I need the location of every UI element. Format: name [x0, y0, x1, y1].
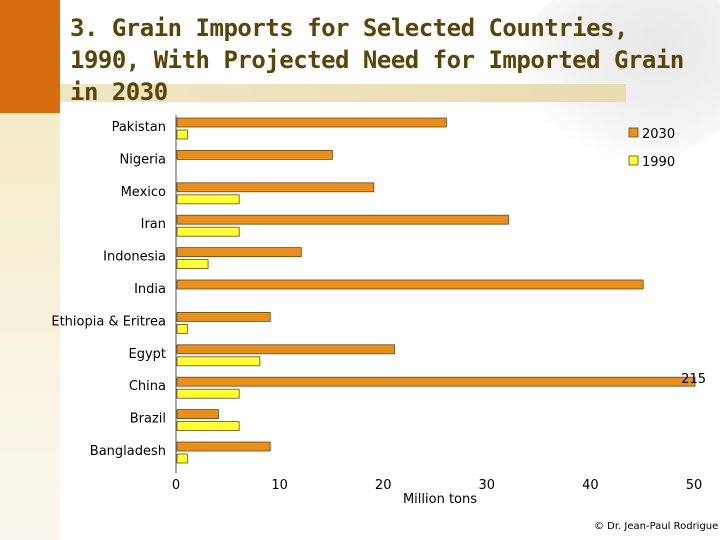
data-label: 215 — [681, 372, 706, 387]
credit-text: © Dr. Jean-Paul Rodrigue — [594, 521, 719, 532]
category-label: China — [129, 379, 166, 394]
category-label: Egypt — [128, 347, 166, 362]
x-tick-label: 40 — [582, 478, 599, 493]
slide-title: 3. Grain Imports for Selected Countries,… — [70, 14, 684, 106]
bar-1990-mexico — [176, 194, 240, 205]
bar-2030-egypt — [176, 344, 395, 355]
bar-2030-iran — [176, 214, 509, 225]
title-underline-band — [60, 84, 626, 102]
legend-swatch-1990 — [628, 155, 639, 166]
bar-1990-egypt — [176, 356, 261, 367]
x-tick-label: 0 — [172, 478, 180, 493]
category-label: Brazil — [130, 412, 166, 427]
bar-2030-ethiopia-eritrea — [176, 311, 271, 322]
bar-1990-pakistan — [176, 129, 188, 140]
bar-2030-brazil — [176, 409, 219, 420]
bar-1990-brazil — [176, 421, 240, 432]
accent-bar — [0, 0, 60, 113]
bar-1990-iran — [176, 226, 240, 237]
category-label: Mexico — [121, 185, 166, 200]
bar-1990-bangladesh — [176, 453, 188, 464]
bar-2030-china — [176, 376, 696, 387]
bar-2030-nigeria — [176, 149, 333, 160]
category-label: India — [134, 282, 166, 297]
x-tick-label: 50 — [686, 478, 703, 493]
legend-label-2030: 2030 — [642, 127, 675, 142]
bar-1990-ethiopia-eritrea — [176, 323, 188, 334]
category-label: Nigeria — [119, 152, 166, 167]
category-label: Iran — [141, 217, 166, 232]
bar-2030-indonesia — [176, 247, 302, 258]
x-tick-label: 10 — [271, 478, 288, 493]
bar-2030-mexico — [176, 182, 375, 193]
side-strip — [0, 113, 60, 540]
bar-2030-india — [176, 279, 644, 290]
category-label: Pakistan — [112, 120, 166, 135]
x-tick-label: 20 — [375, 478, 392, 493]
bar-1990-china — [176, 388, 240, 399]
category-label: Indonesia — [103, 250, 166, 265]
category-label: Ethiopia & Eritrea — [51, 314, 166, 329]
x-axis-title: Million tons — [403, 492, 477, 507]
bar-2030-bangladesh — [176, 441, 271, 452]
bar-2030-pakistan — [176, 117, 447, 128]
x-tick-label: 30 — [479, 478, 496, 493]
category-label: Bangladesh — [90, 444, 166, 459]
legend-swatch-2030 — [628, 127, 639, 138]
bar-1990-indonesia — [176, 259, 209, 270]
legend-label-1990: 1990 — [642, 155, 675, 170]
